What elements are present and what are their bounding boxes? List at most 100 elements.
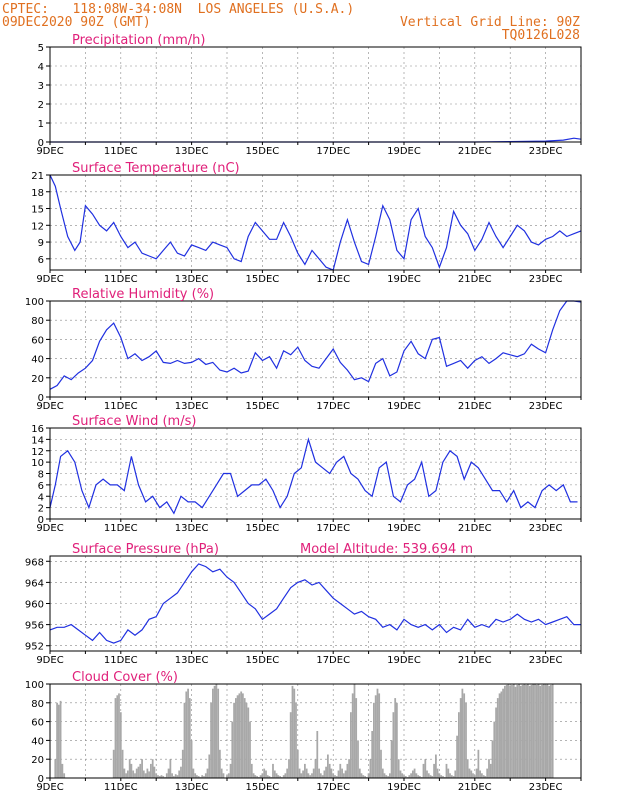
- cloud-bar: [505, 684, 508, 778]
- ytick-label: 60: [31, 718, 44, 729]
- cloud-bar: [196, 775, 198, 778]
- cloud-bar: [484, 776, 487, 778]
- cloud-bar: [399, 770, 402, 778]
- cloud-bar: [132, 770, 135, 778]
- cloud-bar: [468, 768, 471, 778]
- cloud-bar: [334, 775, 336, 778]
- cloud-bar: [56, 702, 58, 778]
- xtick-label: 15DEC: [246, 655, 280, 666]
- cloud-bar: [449, 773, 451, 778]
- xtick-label: 11DEC: [104, 655, 138, 666]
- cloud-bar: [185, 691, 188, 778]
- cloud-bar: [454, 770, 457, 778]
- cloud-bar: [206, 768, 209, 778]
- panel-frame: [49, 555, 582, 652]
- cloud-bar: [385, 775, 388, 778]
- cloud-bar: [351, 693, 354, 778]
- cloud-bar: [275, 773, 278, 778]
- series-line-wind: [49, 437, 578, 515]
- panel-title: Cloud Cover (%): [72, 670, 178, 685]
- cloud-bar: [148, 771, 150, 778]
- xtick-label: 21DEC: [458, 401, 492, 412]
- cloud-bar: [477, 749, 480, 778]
- cloud-bar: [482, 775, 485, 778]
- xtick-label: 11DEC: [104, 274, 138, 285]
- header-line-3-right: TQ0126L028: [502, 28, 580, 43]
- cloud-bar: [525, 684, 527, 778]
- cloud-bar: [530, 684, 533, 778]
- xtick-label: 17DEC: [316, 655, 350, 666]
- cloud-bar: [459, 698, 462, 778]
- cloud-bar: [158, 776, 161, 778]
- ytick-label: 968: [25, 557, 44, 568]
- ytick-label: 0: [38, 393, 44, 404]
- cloud-bar: [550, 684, 552, 778]
- xtick-label: 13DEC: [175, 782, 209, 793]
- cloud-bar: [220, 768, 223, 778]
- panel-frame: [49, 683, 582, 779]
- cloud-bar: [268, 776, 271, 778]
- panel-frame: [49, 300, 582, 398]
- panel-title: Surface Wind (m/s): [72, 414, 196, 429]
- ytick-label: 40: [31, 736, 44, 747]
- cloud-bar: [445, 763, 448, 778]
- cloud-bar: [212, 688, 214, 778]
- cloud-bar: [472, 773, 474, 778]
- cloud-bar: [134, 773, 136, 778]
- cloud-bar: [190, 740, 193, 778]
- cloud-bar: [219, 749, 221, 778]
- cloud-bar: [286, 768, 289, 778]
- cloud-bar: [528, 685, 531, 778]
- cloud-bar: [128, 759, 131, 778]
- ytick-label: 14: [31, 435, 44, 446]
- header-line-1: CPTEC: 118:08W-34:08N LOS ANGELES (U.S.A…: [2, 2, 354, 17]
- cloud-bar: [350, 712, 352, 778]
- cloud-bar: [473, 775, 476, 778]
- cloud-bar: [235, 698, 237, 778]
- cloud-bar: [316, 731, 319, 778]
- xtick-label: 23DEC: [529, 655, 563, 666]
- cloud-bar: [130, 763, 133, 778]
- cloud-bar: [165, 773, 168, 778]
- ytick-label: 12: [31, 447, 44, 458]
- cloud-bar: [358, 768, 361, 778]
- cloud-bar: [380, 749, 382, 778]
- cloud-bar: [523, 684, 526, 778]
- cloud-bar: [240, 691, 243, 778]
- series-line-rh: [49, 300, 582, 390]
- cloud-bar: [408, 775, 411, 778]
- cloud-bar: [378, 693, 381, 778]
- cloud-bar: [516, 684, 519, 778]
- cloud-bar: [548, 685, 551, 778]
- cloud-bar: [146, 768, 149, 778]
- cloud-bar: [314, 759, 317, 778]
- ytick-label: 0: [38, 774, 44, 785]
- cloud-bar: [150, 763, 152, 778]
- cloud-bar: [541, 684, 543, 778]
- series-line-temp: [49, 174, 582, 271]
- ytick-label: 100: [25, 680, 44, 691]
- cloud-bar: [289, 712, 292, 778]
- cloud-bar: [261, 773, 264, 778]
- xtick-label: 15DEC: [246, 782, 280, 793]
- cloud-bar: [436, 768, 439, 778]
- xtick-label: 11DEC: [104, 401, 138, 412]
- cloud-bar: [318, 768, 320, 778]
- cloud-bar: [61, 763, 64, 778]
- cloud-bar: [470, 770, 473, 778]
- cloud-bar: [309, 775, 312, 778]
- ytick-label: 60: [31, 335, 44, 346]
- xtick-label: 13DEC: [175, 401, 209, 412]
- xtick-label: 17DEC: [316, 523, 350, 534]
- cloud-bar: [481, 773, 483, 778]
- ytick-label: 952: [25, 642, 44, 653]
- cloud-bar: [415, 773, 418, 778]
- cloud-bar: [59, 700, 62, 778]
- cloud-bar: [254, 775, 257, 778]
- cloud-bar: [532, 684, 535, 778]
- cloud-bar: [502, 688, 504, 778]
- ytick-label: 4: [38, 62, 44, 73]
- ytick-label: 100: [25, 297, 44, 308]
- cloud-bar: [187, 688, 189, 778]
- cloud-bar: [512, 684, 515, 778]
